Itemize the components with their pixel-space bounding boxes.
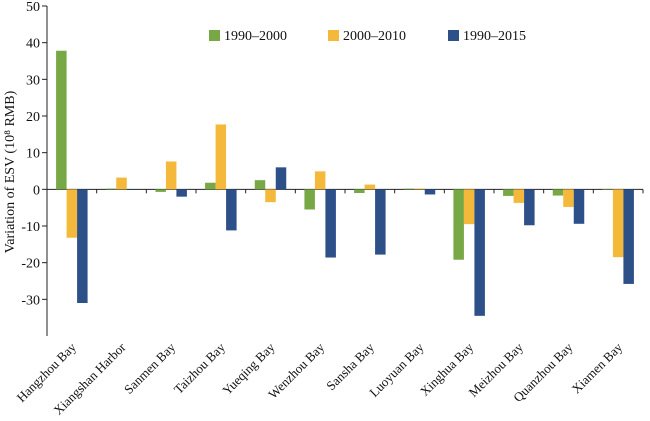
bar bbox=[215, 124, 227, 190]
bar bbox=[503, 189, 514, 196]
bar bbox=[155, 189, 166, 192]
bar bbox=[513, 189, 525, 203]
bar bbox=[403, 188, 415, 190]
bar bbox=[105, 188, 117, 190]
bar bbox=[474, 189, 485, 316]
y-tick-label: -20 bbox=[21, 257, 40, 272]
y-tick-label: 0 bbox=[33, 183, 40, 198]
legend-label: 2000–2010 bbox=[343, 29, 406, 44]
bar bbox=[77, 189, 88, 303]
y-tick-label: 40 bbox=[26, 37, 40, 52]
y-tick-label: 10 bbox=[26, 147, 40, 162]
bar bbox=[354, 189, 365, 193]
bars bbox=[56, 50, 634, 316]
bar bbox=[364, 184, 376, 190]
bar bbox=[116, 177, 127, 190]
bar bbox=[375, 189, 386, 255]
bar bbox=[275, 167, 287, 190]
bar bbox=[226, 189, 237, 231]
bar bbox=[612, 189, 624, 258]
legend: 1990–2000 2000–2010 1990–2015 bbox=[209, 29, 526, 44]
axes: 50 40 30 20 10 0 -10 -20 -30 bbox=[21, 0, 644, 336]
y-tick-label: 50 bbox=[26, 0, 40, 15]
bar bbox=[254, 180, 266, 190]
category-label: Luoyuan Bay bbox=[366, 339, 427, 400]
legend-swatch bbox=[209, 30, 220, 41]
bar bbox=[165, 161, 177, 190]
bar bbox=[314, 171, 326, 190]
bar bbox=[623, 189, 634, 284]
bar bbox=[414, 188, 425, 190]
bar bbox=[524, 189, 535, 226]
bar bbox=[304, 189, 315, 210]
bar bbox=[126, 189, 138, 190]
legend-swatch bbox=[448, 30, 459, 41]
bar bbox=[424, 189, 436, 195]
y-tick-label: -30 bbox=[21, 293, 40, 308]
bar bbox=[563, 189, 574, 207]
bar bbox=[265, 189, 276, 203]
category-label: Sanmen Bay bbox=[121, 339, 179, 397]
bar bbox=[552, 189, 564, 196]
bar bbox=[573, 189, 585, 224]
y-tick-label: 30 bbox=[26, 73, 40, 88]
legend-label: 1990–2015 bbox=[463, 29, 526, 44]
bar bbox=[56, 50, 67, 190]
bar bbox=[325, 189, 336, 258]
legend-label: 1990–2000 bbox=[224, 29, 287, 44]
y-tick-label: -10 bbox=[21, 220, 40, 235]
y-axis-title: Variation of ESV (10⁸ RMB) bbox=[3, 90, 18, 253]
bar bbox=[453, 189, 464, 260]
bar bbox=[463, 189, 475, 225]
bar bbox=[602, 189, 613, 190]
y-tick-label: 20 bbox=[26, 110, 40, 125]
bar bbox=[66, 189, 78, 238]
bar bbox=[205, 182, 216, 190]
legend-swatch bbox=[328, 30, 339, 41]
bar bbox=[176, 189, 187, 197]
category-label: Xiamen Bay bbox=[568, 339, 625, 396]
